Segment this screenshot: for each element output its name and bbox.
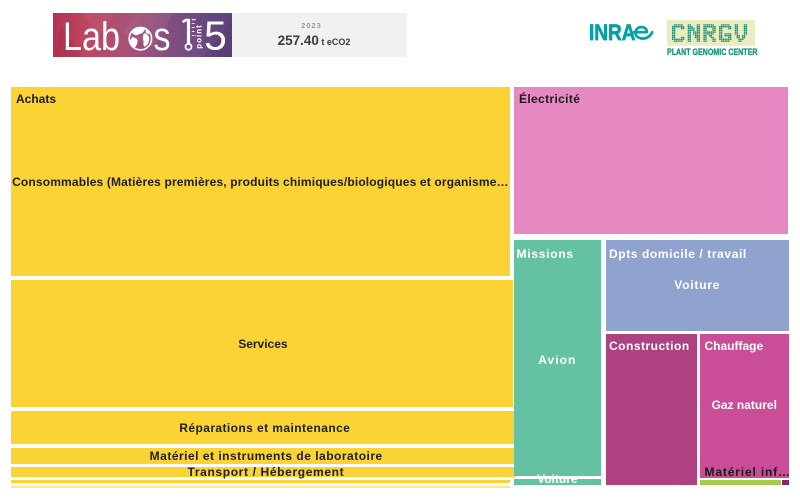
svg-text:INRA: INRA [589,22,636,44]
svg-text:point: point [195,24,204,49]
svg-text:5: 5 [204,13,227,57]
svg-text:s: s [154,15,171,57]
svg-text:Lab: Lab [63,15,120,57]
